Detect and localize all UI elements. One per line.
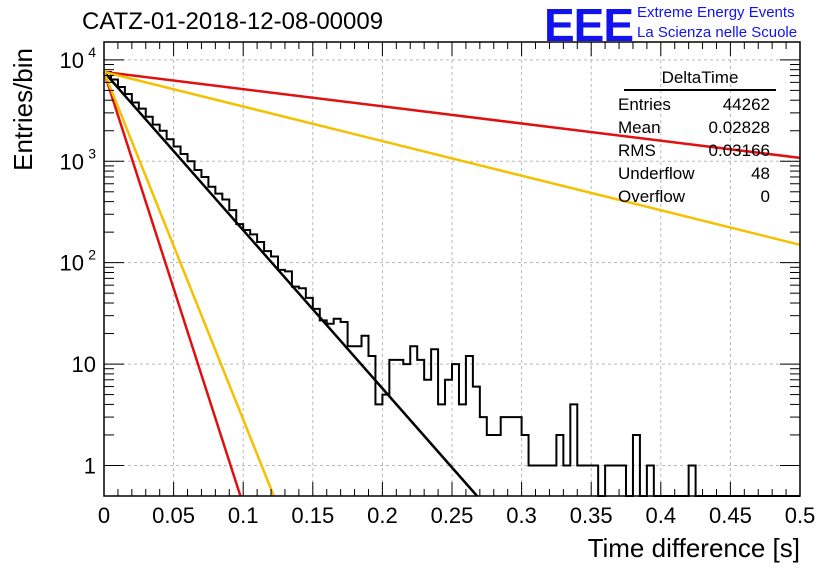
stats-row-rms: RMS 0.03166 [612,139,780,162]
x-tick-label: 0.45 [709,503,752,528]
fit-line [103,70,801,160]
stats-label: Entries [618,95,671,114]
y-tick-label: 1 [84,453,96,478]
fit-line [102,71,242,497]
fit-line [103,70,801,247]
x-tick-label: 0.25 [431,503,474,528]
stats-box: DeltaTime Entries 44262 Mean 0.02828 RMS… [612,68,780,208]
y-tick-label: 10 [60,149,84,174]
x-tick-label: 0.15 [291,503,334,528]
stats-value: 44262 [722,95,770,114]
logo-line-2: La Scienza nelle Scuole [637,24,798,41]
stats-label: Underflow [618,164,695,183]
histogram-outline [104,70,800,497]
y-tick-exponent: 2 [88,247,96,263]
stats-label: Mean [618,118,661,137]
stats-row-overflow: Overflow 0 [612,185,780,208]
x-tick-label: 0.5 [785,503,816,528]
x-tick-label: 0.2 [367,503,398,528]
y-axis-label: Entries/bin [8,48,38,171]
axis-ticks: 0 0.05 0.1 0.15 0.2 0.25 0.3 0.35 0.4 0.45 0.5 1 10 1… [60,42,816,528]
fit-line [103,71,478,497]
eee-logo: EEE [544,0,634,51]
stats-value: 0 [760,187,770,206]
fit-line [102,71,275,497]
x-tick-label: 0.4 [646,503,677,528]
x-tick-label: 0.35 [570,503,613,528]
stats-row-entries: Entries 44262 [612,93,780,116]
stats-value: 48 [751,164,770,183]
stats-title: DeltaTime [624,68,776,91]
y-tick-label: 10 [60,251,84,276]
logo-text: Extreme Energy Events La Scienza nelle S… [637,3,797,43]
x-tick-label: 0 [98,503,110,528]
stats-row-underflow: Underflow 48 [612,162,780,185]
logo-line-1: Extreme Energy Events [637,4,795,21]
y-tick-exponent: 3 [88,145,96,161]
x-tick-label: 0.1 [228,503,259,528]
stats-value: 0.03166 [708,141,770,160]
y-tick-exponent: 4 [88,44,96,60]
grid-lines [104,42,800,496]
y-tick-label: 10 [60,48,84,73]
stats-value: 0.02828 [708,118,770,137]
stats-row-mean: Mean 0.02828 [612,116,780,139]
chart-title: CATZ-01-2018-12-08-00009 [82,8,384,35]
x-axis-label: Time difference [s] [588,533,800,563]
y-tick-label: 10 [72,352,96,377]
stats-label: RMS [618,141,656,160]
stats-label: Overflow [618,187,686,206]
x-tick-label: 0.3 [506,503,537,528]
data-marks [102,70,801,497]
x-tick-label: 0.05 [152,503,195,528]
